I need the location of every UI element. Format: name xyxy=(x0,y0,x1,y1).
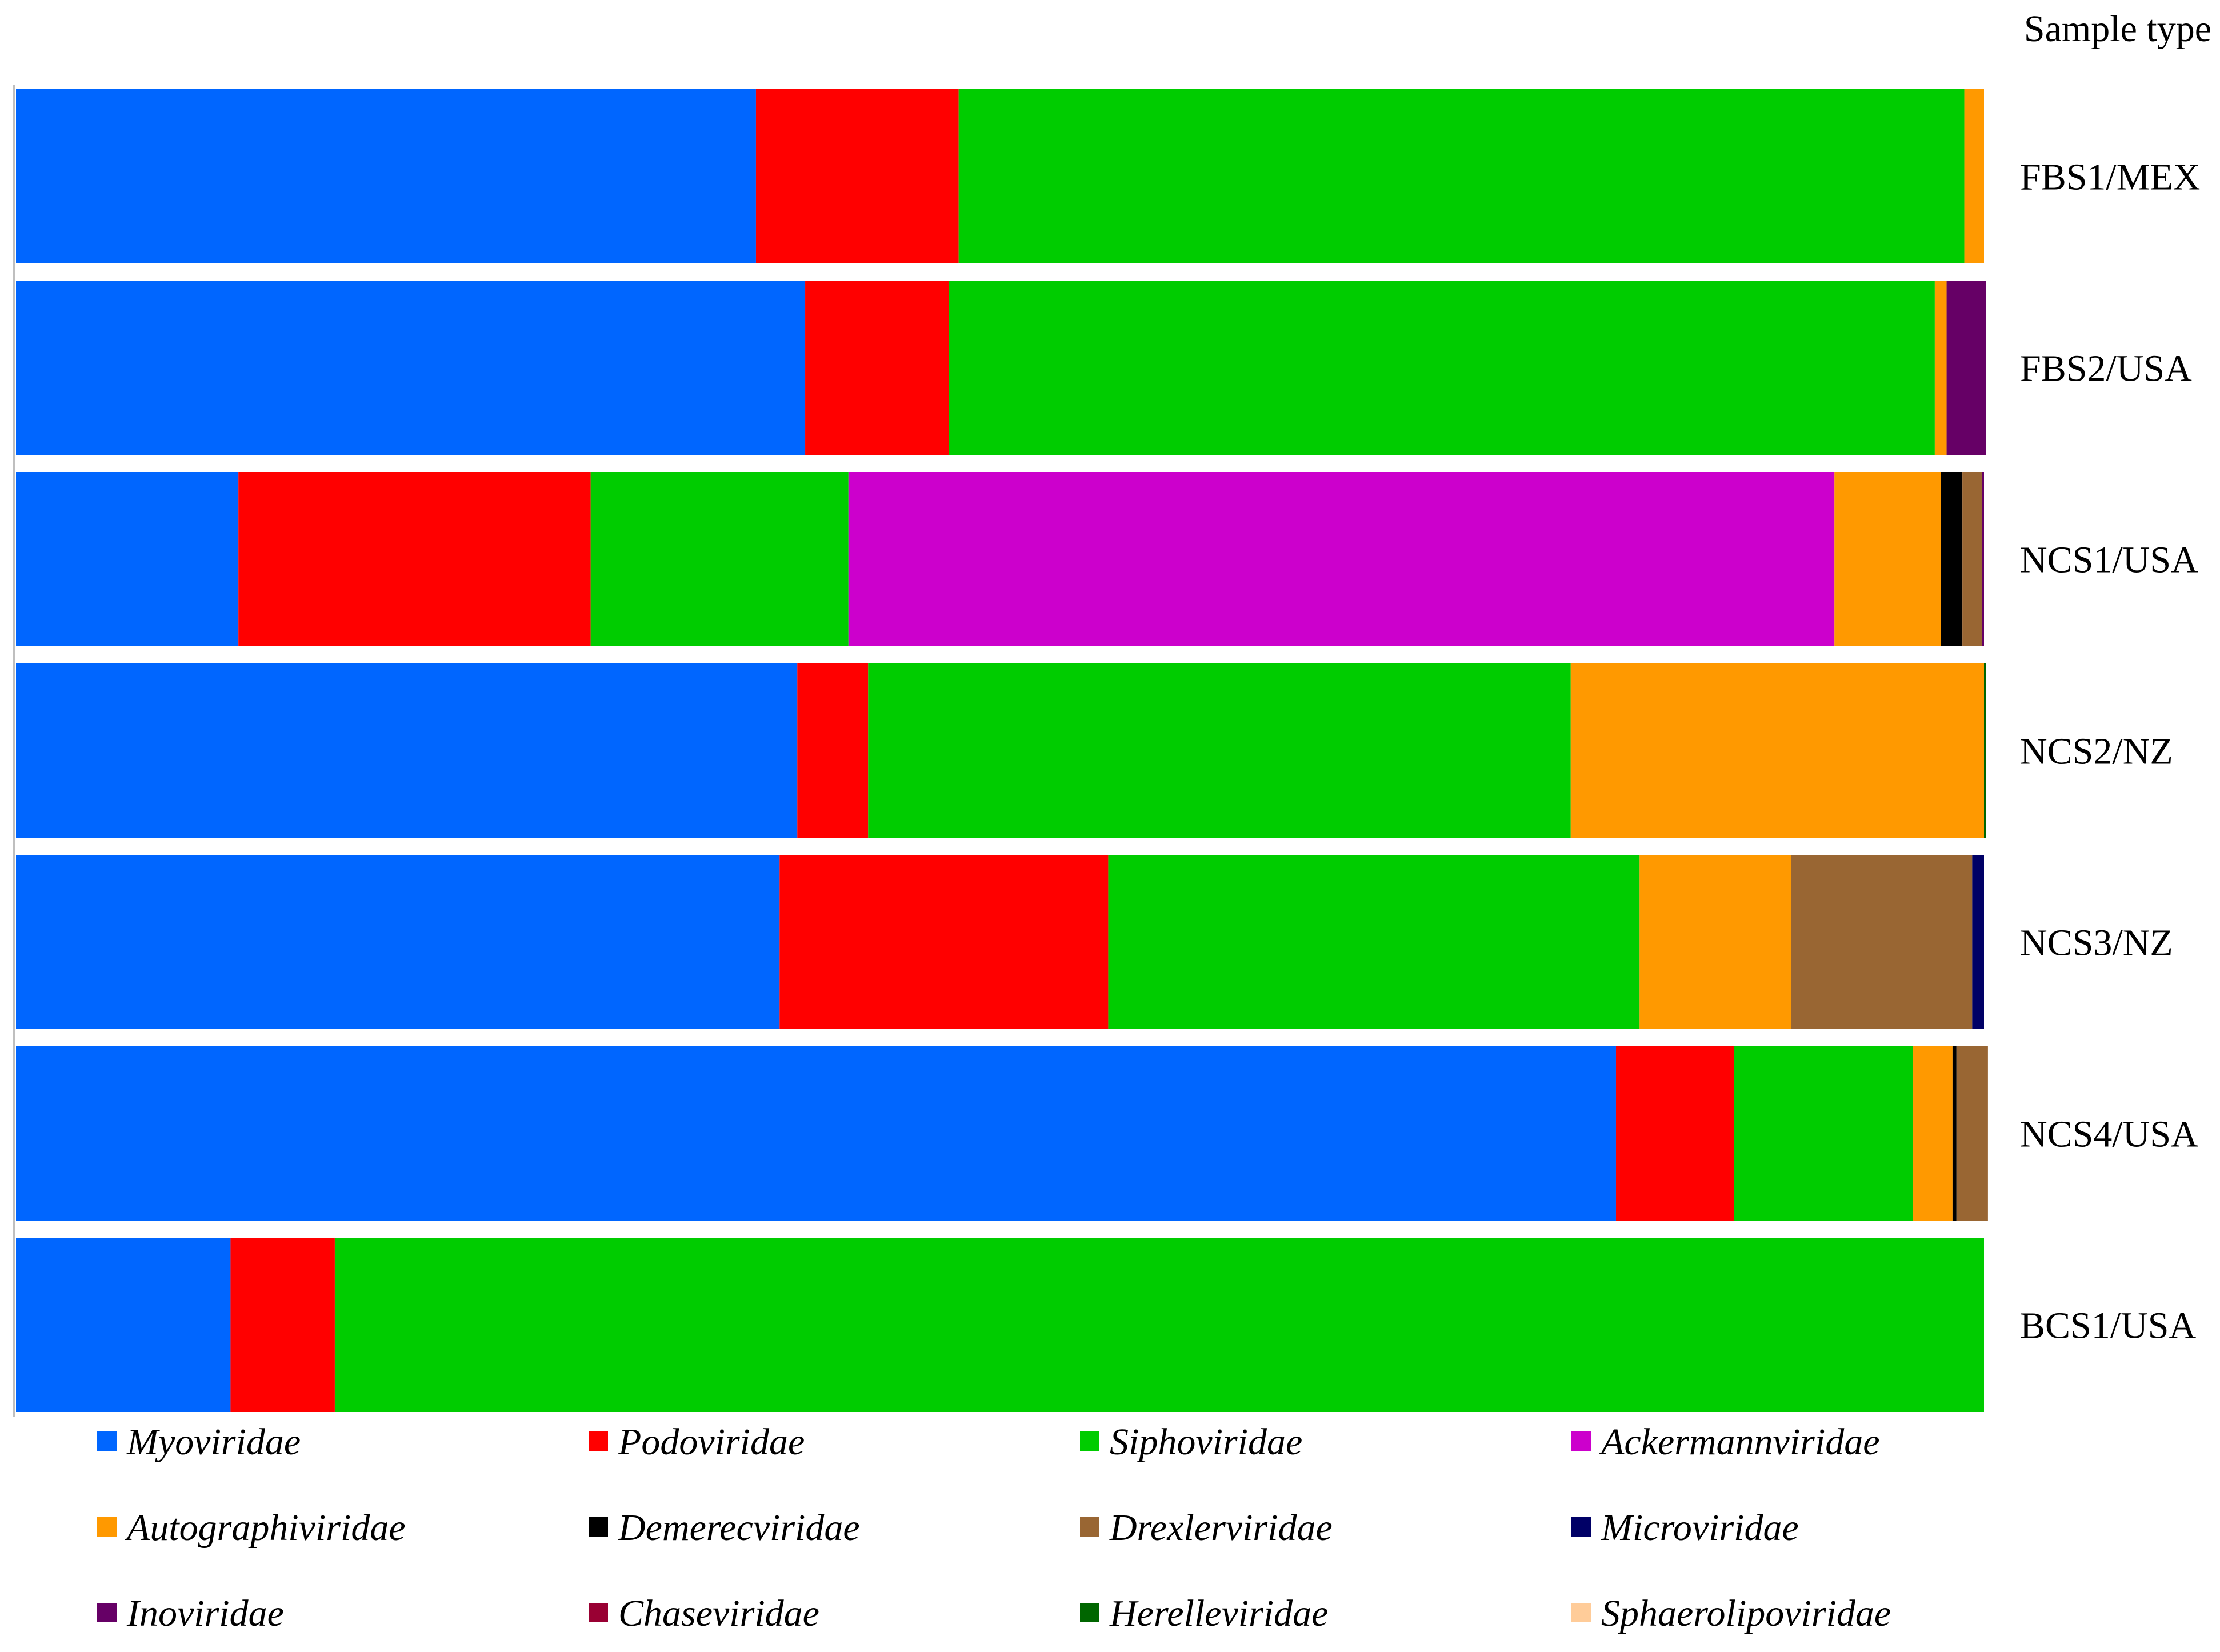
bar-segment-fbs2-usa-inoviridae xyxy=(1946,281,1986,455)
legend-item-autographiviridae: Autographiviridae xyxy=(97,1507,406,1549)
bar-segment-ncs3-nz-drexlerviridae xyxy=(1791,855,1973,1029)
bar-segment-bcs1-usa-siphoviridae xyxy=(334,1238,1984,1412)
bar-segment-ncs1-usa-autographiviridae xyxy=(1834,472,1941,646)
legend-swatch-ackermannviridae xyxy=(1571,1431,1591,1451)
legend-swatch-inoviridae xyxy=(97,1603,117,1622)
bar-segment-ncs1-usa-ackermannviridae xyxy=(848,472,1835,646)
legend-item-sphaerolipoviridae: Sphaerolipoviridae xyxy=(1571,1593,1891,1634)
bar-segment-ncs3-nz-myoviridae xyxy=(16,855,780,1029)
legend-label-drexlerviridae: Drexlerviridae xyxy=(1109,1507,1333,1549)
legend-label-sphaerolipoviridae: Sphaerolipoviridae xyxy=(1601,1593,1891,1634)
bar-segment-fbs1-mex-siphoviridae xyxy=(958,89,1965,263)
sample-type-header: Sample type xyxy=(2024,8,2211,50)
bar-segment-ncs4-usa-myoviridae xyxy=(16,1046,1616,1221)
legend-swatch-herelleviridae xyxy=(1080,1603,1099,1622)
bars-group xyxy=(16,89,1988,1412)
bar-segment-ncs1-usa-inoviridae xyxy=(1982,472,1984,646)
bar-segment-fbs1-mex-podoviridae xyxy=(755,89,959,263)
legend-item-siphoviridae: Siphoviridae xyxy=(1080,1421,1302,1463)
bar-segment-ncs4-usa-drexlerviridae xyxy=(1956,1046,1988,1221)
legend-label-chaseviridae: Chaseviridae xyxy=(618,1593,819,1634)
bar-segment-ncs1-usa-podoviridae xyxy=(238,472,591,646)
legend-label-podoviridae: Podoviridae xyxy=(618,1421,805,1463)
bar-segment-ncs3-nz-autographiviridae xyxy=(1639,855,1791,1029)
legend-swatch-siphoviridae xyxy=(1080,1431,1099,1451)
bar-segment-ncs1-usa-demerecviridae xyxy=(1941,472,1963,646)
bar-segment-ncs3-nz-microviridae xyxy=(1972,855,1984,1029)
bar-segment-bcs1-usa-podoviridae xyxy=(230,1238,335,1412)
legend-swatch-autographiviridae xyxy=(97,1517,117,1537)
bar-segment-ncs4-usa-autographiviridae xyxy=(1913,1046,1953,1221)
bar-segment-ncs3-nz-siphoviridae xyxy=(1108,855,1640,1029)
legend-label-herelleviridae: Herelleviridae xyxy=(1109,1593,1328,1634)
row-label-ncs1-usa: NCS1/USA xyxy=(2020,539,2198,581)
bar-segment-ncs4-usa-podoviridae xyxy=(1615,1046,1734,1221)
legend-item-ackermannviridae: Ackermannviridae xyxy=(1571,1421,1880,1463)
bar-segment-fbs2-usa-autographiviridae xyxy=(1934,281,1947,455)
legend-swatch-demerecviridae xyxy=(589,1517,608,1537)
row-labels-group: FBS1/MEX FBS2/USA NCS1/USA NCS2/NZ NCS3/NZ NC… xyxy=(2020,157,2200,1347)
legend-label-demerecviridae: Demerecviridae xyxy=(618,1507,860,1549)
bar-segment-fbs2-usa-myoviridae xyxy=(16,281,806,455)
bar-segment-ncs1-usa-siphoviridae xyxy=(590,472,849,646)
legend-label-ackermannviridae: Ackermannviridae xyxy=(1599,1421,1880,1463)
bar-segment-fbs2-usa-podoviridae xyxy=(805,281,949,455)
legend-label-inoviridae: Inoviridae xyxy=(126,1593,284,1634)
legend-swatch-sphaerolipoviridae xyxy=(1571,1603,1591,1622)
row-label-ncs4-usa: NCS4/USA xyxy=(2020,1114,2198,1155)
legend-item-chaseviridae: Chaseviridae xyxy=(589,1593,819,1634)
legend-item-podoviridae: Podoviridae xyxy=(589,1421,805,1463)
legend-item-drexlerviridae: Drexlerviridae xyxy=(1080,1507,1333,1549)
bar-segment-fbs1-mex-autographiviridae xyxy=(1964,89,1984,263)
row-label-fbs1-mex: FBS1/MEX xyxy=(2020,157,2200,198)
legend-label-autographiviridae: Autographiviridae xyxy=(125,1507,406,1549)
legend-item-demerecviridae: Demerecviridae xyxy=(589,1507,860,1549)
legend-swatch-podoviridae xyxy=(589,1431,608,1451)
bar-segment-fbs2-usa-siphoviridae xyxy=(949,281,1935,455)
legend-item-myoviridae: Myoviridae xyxy=(97,1421,301,1463)
bar-segment-ncs2-nz-autographiviridae xyxy=(1570,663,1984,838)
bar-segment-bcs1-usa-myoviridae xyxy=(16,1238,231,1412)
bar-segment-ncs1-usa-myoviridae xyxy=(16,472,239,646)
legend-label-microviridae: Microviridae xyxy=(1601,1507,1799,1549)
legend-label-siphoviridae: Siphoviridae xyxy=(1110,1421,1302,1463)
row-label-ncs3-nz: NCS3/NZ xyxy=(2020,922,2173,964)
bar-segment-ncs2-nz-siphoviridae xyxy=(868,663,1571,838)
row-label-fbs2-usa: FBS2/USA xyxy=(2020,348,2192,390)
legend-swatch-chaseviridae xyxy=(589,1603,608,1622)
row-label-bcs1-usa: BCS1/USA xyxy=(2020,1305,2196,1347)
legend-swatch-myoviridae xyxy=(97,1431,117,1451)
legend: Myoviridae Podoviridae Siphoviridae Ackerma… xyxy=(97,1421,1891,1634)
legend-item-inoviridae: Inoviridae xyxy=(97,1593,284,1634)
legend-item-herelleviridae: Herelleviridae xyxy=(1080,1593,1328,1634)
legend-swatch-drexlerviridae xyxy=(1080,1517,1099,1537)
bar-segment-fbs1-mex-myoviridae xyxy=(16,89,756,263)
legend-item-microviridae: Microviridae xyxy=(1571,1507,1799,1549)
bar-segment-ncs2-nz-podoviridae xyxy=(797,663,869,838)
row-label-ncs2-nz: NCS2/NZ xyxy=(2020,731,2173,773)
bar-segment-ncs3-nz-podoviridae xyxy=(779,855,1109,1029)
legend-swatch-microviridae xyxy=(1571,1517,1591,1537)
bar-segment-ncs4-usa-demerecviridae xyxy=(1952,1046,1957,1221)
bar-segment-ncs1-usa-drexlerviridae xyxy=(1962,472,1982,646)
bar-segment-ncs4-usa-siphoviridae xyxy=(1734,1046,1914,1221)
bar-segment-ncs2-nz-herelleviridae xyxy=(1984,663,1986,838)
bar-segment-ncs2-nz-myoviridae xyxy=(16,663,798,838)
legend-label-myoviridae: Myoviridae xyxy=(126,1421,301,1463)
